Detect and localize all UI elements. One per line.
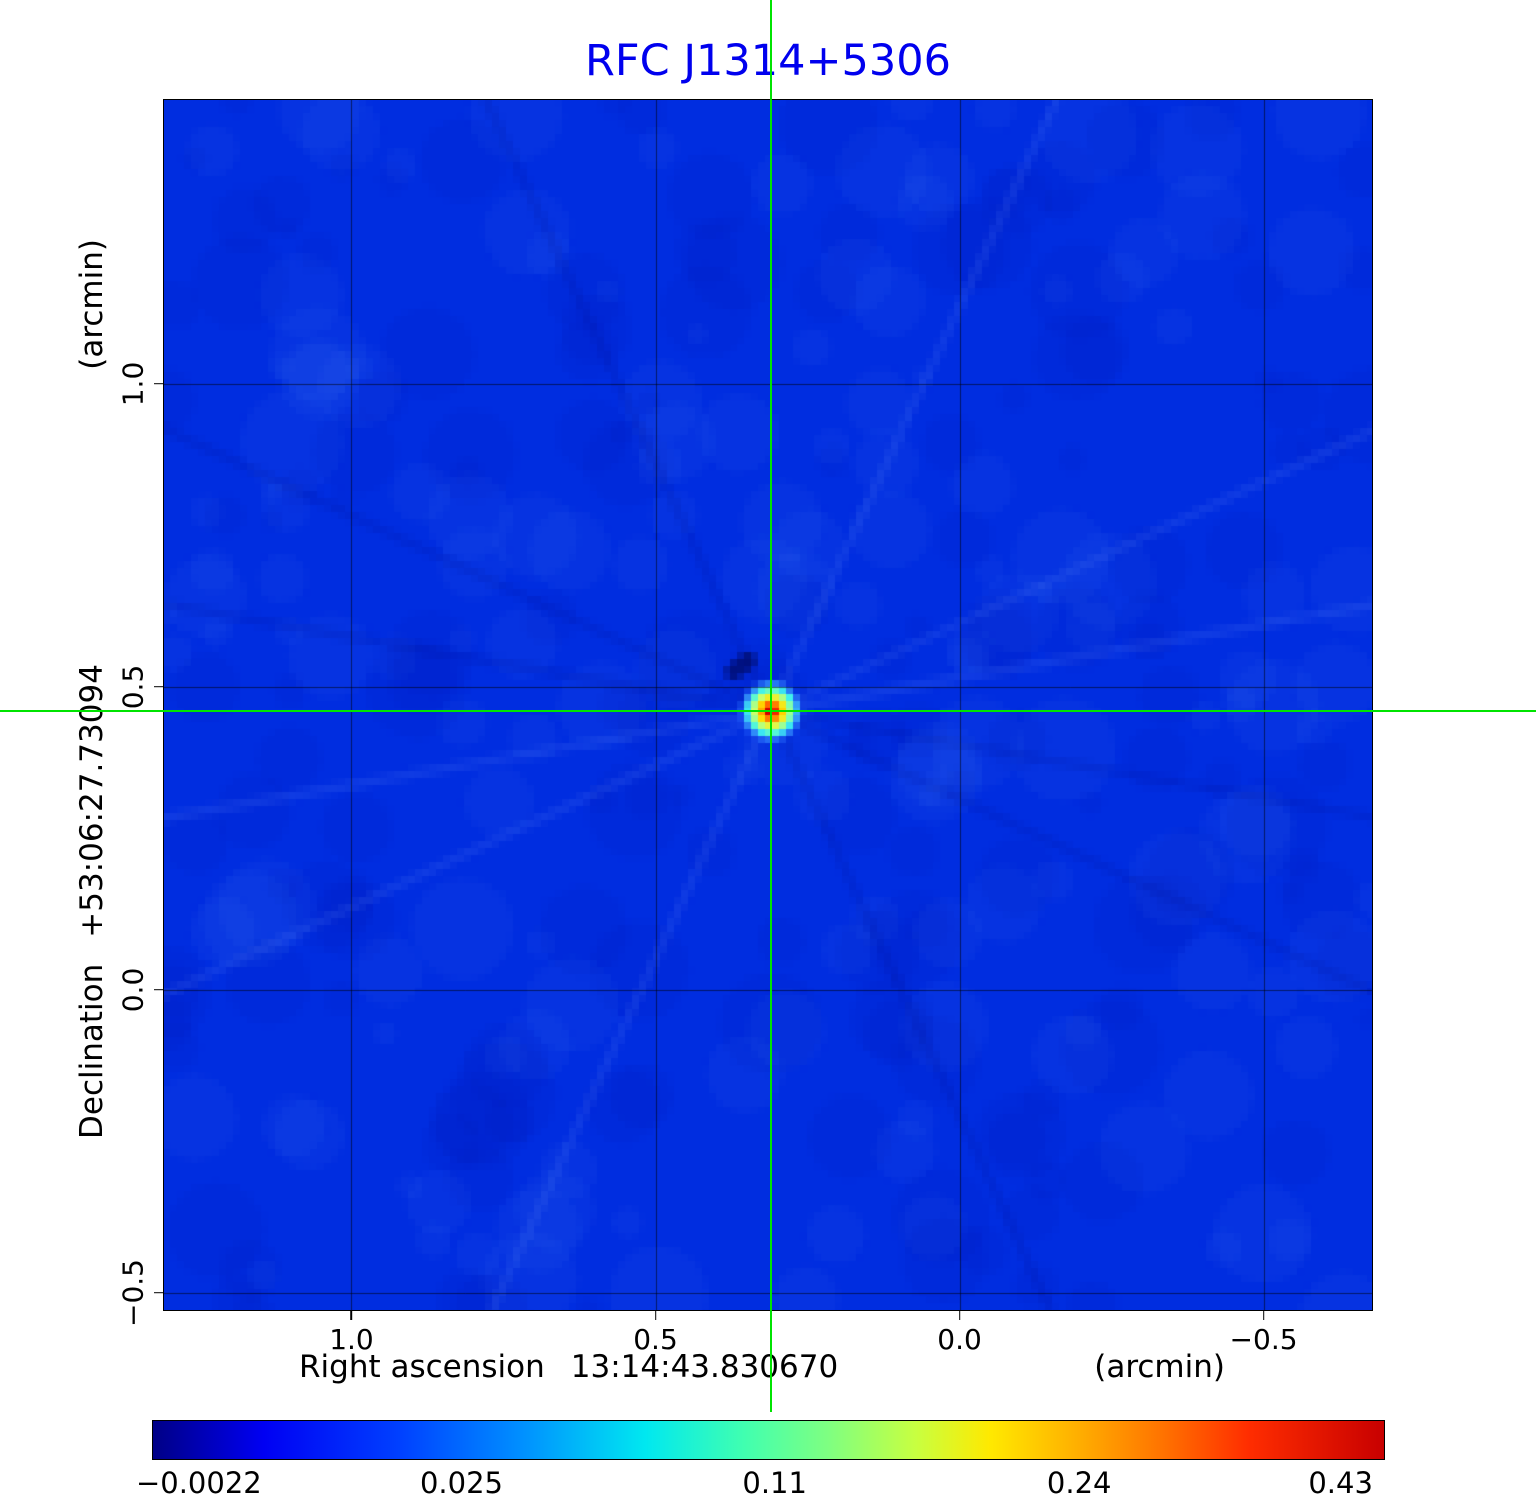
colorbar-tick-label: 0.025	[419, 1466, 503, 1500]
colorbar	[152, 1420, 1385, 1460]
x-tick-label: 0.0	[937, 1323, 982, 1356]
y-tick-mark	[154, 686, 163, 688]
y-tick-label: −0.5	[116, 1258, 150, 1327]
y-tick-mark	[154, 1292, 163, 1294]
x-tick-label: 0.5	[633, 1323, 678, 1356]
y-axis-name: Declination	[74, 963, 110, 1139]
y-axis-unit: (arcmin)	[74, 239, 110, 370]
x-axis-name-group: Right ascension 13:14:43.830670	[299, 1349, 838, 1385]
y-axis-coordinate-value: +53:06:27.73094	[74, 664, 110, 938]
colorbar-tick-label: 0.43	[1308, 1466, 1373, 1500]
colorbar-tick-label: 0.24	[1046, 1466, 1112, 1500]
y-tick-label: 0.5	[116, 664, 150, 710]
crosshair-vertical-line	[770, 0, 773, 1412]
x-tick-mark	[1262, 1311, 1265, 1320]
x-tick-mark	[654, 1311, 657, 1320]
y-tick-label: 1.0	[116, 361, 150, 407]
x-axis-name: Right ascension	[299, 1349, 545, 1385]
x-tick-label: 1.0	[329, 1323, 374, 1356]
x-tick-label: −0.5	[1229, 1323, 1298, 1356]
x-axis-coordinate-value: 13:14:43.830670	[570, 1349, 839, 1385]
y-tick-mark	[154, 989, 163, 991]
figure-title: RFC J1314+5306	[585, 36, 951, 86]
colorbar-tick-label: −0.0022	[135, 1466, 262, 1500]
y-tick-mark	[154, 383, 163, 385]
x-axis-unit: (arcmin)	[1094, 1349, 1225, 1385]
x-tick-mark	[958, 1311, 961, 1320]
sky-image-canvas	[163, 99, 1373, 1311]
colorbar-tick-label: 0.11	[742, 1466, 807, 1500]
x-axis-title: Right ascension 13:14:43.830670 (arcmin)	[163, 1349, 1373, 1385]
y-tick-label: 0.0	[116, 967, 150, 1013]
y-axis-title: Declination +53:06:27.73094 (arcmin)	[74, 99, 116, 1311]
crosshair-horizontal-line	[0, 710, 1536, 713]
x-tick-mark	[350, 1311, 353, 1320]
y-axis-name-group: Declination +53:06:27.73094	[74, 664, 116, 1139]
